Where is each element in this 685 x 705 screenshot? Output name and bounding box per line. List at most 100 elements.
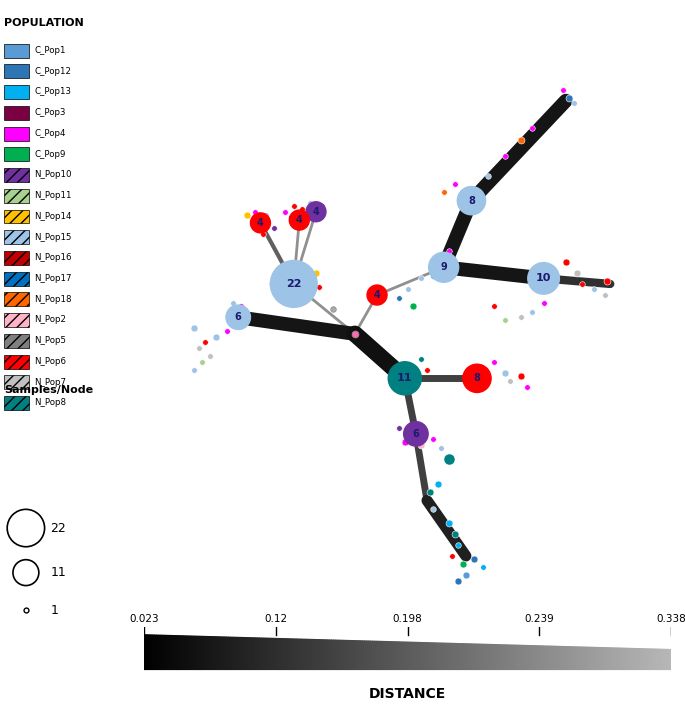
Polygon shape (354, 641, 356, 670)
Polygon shape (381, 642, 383, 670)
Polygon shape (273, 639, 275, 670)
Polygon shape (290, 639, 292, 670)
Circle shape (403, 422, 428, 446)
Polygon shape (624, 649, 626, 670)
Polygon shape (307, 639, 309, 670)
Polygon shape (393, 642, 395, 670)
Polygon shape (579, 647, 581, 670)
Polygon shape (410, 642, 412, 670)
Polygon shape (556, 646, 558, 670)
Text: N_Pop17: N_Pop17 (34, 274, 72, 283)
Polygon shape (271, 639, 273, 670)
Polygon shape (346, 641, 348, 670)
Polygon shape (548, 646, 550, 670)
Polygon shape (546, 646, 548, 670)
Polygon shape (659, 649, 661, 670)
Bar (4, 313, 29, 327)
Polygon shape (486, 644, 488, 670)
Text: 6: 6 (235, 312, 242, 322)
Polygon shape (506, 645, 508, 670)
Polygon shape (309, 639, 311, 670)
Circle shape (306, 202, 326, 222)
Polygon shape (540, 646, 542, 670)
Text: 9: 9 (440, 262, 447, 272)
Polygon shape (177, 636, 179, 670)
Polygon shape (647, 649, 649, 670)
Polygon shape (502, 645, 504, 670)
Polygon shape (469, 644, 471, 670)
Text: N_Pop14: N_Pop14 (34, 212, 72, 221)
Polygon shape (319, 639, 321, 670)
Text: POPULATION: POPULATION (4, 18, 84, 28)
Text: 8: 8 (473, 374, 480, 384)
Polygon shape (661, 649, 663, 670)
Polygon shape (537, 646, 540, 670)
Polygon shape (327, 640, 329, 670)
Polygon shape (249, 638, 251, 670)
Polygon shape (653, 649, 655, 670)
Polygon shape (257, 638, 259, 670)
Polygon shape (479, 644, 482, 670)
Polygon shape (628, 649, 630, 670)
Polygon shape (533, 646, 535, 670)
Polygon shape (164, 635, 166, 670)
Polygon shape (329, 640, 332, 670)
Polygon shape (199, 637, 201, 670)
Polygon shape (587, 647, 589, 670)
Text: N_Pop10: N_Pop10 (34, 171, 72, 179)
Polygon shape (603, 648, 606, 670)
Text: N_Pop16: N_Pop16 (34, 253, 72, 262)
Polygon shape (301, 639, 303, 670)
Polygon shape (669, 649, 671, 670)
Polygon shape (649, 649, 651, 670)
Text: C_Pop9: C_Pop9 (34, 149, 66, 159)
Text: 8: 8 (468, 196, 475, 206)
Polygon shape (608, 648, 610, 670)
Text: C_Pop1: C_Pop1 (34, 46, 66, 55)
Polygon shape (440, 643, 443, 670)
Polygon shape (447, 644, 449, 670)
Polygon shape (284, 639, 286, 670)
Bar (4, 189, 29, 203)
Polygon shape (280, 639, 282, 670)
Polygon shape (236, 637, 238, 670)
Polygon shape (484, 644, 486, 670)
Polygon shape (655, 649, 657, 670)
Polygon shape (482, 644, 484, 670)
Polygon shape (589, 647, 591, 670)
Polygon shape (336, 640, 338, 670)
Polygon shape (286, 639, 288, 670)
Polygon shape (434, 643, 436, 670)
Polygon shape (377, 642, 379, 670)
Polygon shape (247, 638, 249, 670)
Polygon shape (453, 644, 455, 670)
Polygon shape (610, 648, 612, 670)
Polygon shape (197, 637, 199, 670)
Polygon shape (512, 645, 514, 670)
Polygon shape (430, 643, 432, 670)
Polygon shape (575, 647, 577, 670)
Polygon shape (234, 637, 236, 670)
Polygon shape (371, 642, 373, 670)
Bar (4, 106, 29, 120)
Polygon shape (152, 635, 154, 670)
Circle shape (271, 261, 317, 307)
Polygon shape (527, 646, 529, 670)
Polygon shape (562, 646, 564, 670)
Text: 22: 22 (51, 522, 66, 534)
Text: N_Pop18: N_Pop18 (34, 295, 72, 304)
Circle shape (429, 252, 459, 282)
Text: 4: 4 (296, 215, 303, 225)
Polygon shape (203, 637, 206, 670)
Polygon shape (366, 641, 369, 670)
Circle shape (388, 362, 421, 395)
Polygon shape (179, 636, 181, 670)
Polygon shape (550, 646, 552, 670)
Polygon shape (222, 637, 224, 670)
Polygon shape (144, 634, 146, 670)
Polygon shape (228, 637, 230, 670)
Polygon shape (595, 647, 597, 670)
Text: 11: 11 (397, 374, 412, 384)
Polygon shape (173, 636, 175, 670)
Polygon shape (523, 646, 525, 670)
